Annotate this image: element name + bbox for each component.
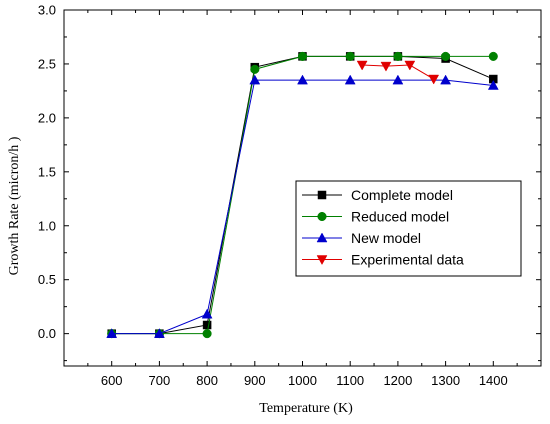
data-point	[440, 74, 452, 85]
data-point	[404, 60, 416, 71]
data-point	[106, 328, 118, 338]
x-tick-label: 1400	[479, 373, 508, 388]
data-point	[345, 51, 355, 61]
data-point	[380, 61, 392, 72]
data-point	[297, 51, 308, 61]
y-tick-label: 2.0	[38, 110, 56, 125]
x-tick-label: 1300	[431, 373, 460, 388]
data-point	[250, 64, 260, 74]
legend-label: New model	[351, 230, 421, 246]
x-axis-title: Temperature (K)	[259, 401, 353, 416]
legend-item: Complete model	[302, 187, 453, 203]
y-tick-label: 0.5	[38, 272, 56, 287]
data-point	[428, 74, 440, 85]
legend-label: Complete model	[351, 187, 453, 203]
x-tick-label: 1200	[383, 373, 412, 388]
legend-marker	[316, 232, 328, 243]
data-point	[201, 308, 213, 319]
x-tick-label: 600	[101, 373, 123, 388]
x-tick-label: 900	[244, 373, 266, 388]
legend-item: New model	[302, 230, 421, 246]
series-new-model	[106, 74, 499, 338]
legend-box	[295, 180, 522, 277]
series-experimental-data	[356, 60, 440, 85]
data-point	[441, 51, 451, 61]
y-tick-label: 0.0	[38, 326, 56, 341]
x-tick-label: 800	[196, 373, 218, 388]
data-point	[297, 74, 308, 85]
data-point	[393, 51, 403, 61]
data-point	[202, 329, 212, 339]
legend-marker	[316, 255, 328, 266]
y-tick-label: 1.0	[38, 218, 56, 233]
data-point	[392, 74, 404, 85]
legend-label: Experimental data	[351, 252, 464, 268]
legend-marker	[317, 190, 327, 200]
legend-item: Experimental data	[302, 252, 464, 268]
legend-marker	[317, 211, 327, 222]
x-tick-label: 1100	[336, 373, 364, 388]
data-point	[356, 60, 368, 71]
data-point	[487, 80, 499, 90]
data-point	[488, 51, 498, 61]
data-point	[249, 74, 261, 85]
y-tick-label: 3.0	[38, 3, 56, 18]
x-tick-label: 700	[149, 373, 171, 388]
legend-item: Reduced model	[302, 209, 449, 225]
legend-label: Reduced model	[351, 209, 449, 225]
data-point	[202, 320, 212, 330]
data-point	[153, 328, 165, 338]
x-tick-label: 1000	[288, 373, 317, 388]
y-tick-label: 2.5	[38, 56, 56, 71]
series-reduced-model	[107, 51, 498, 339]
y-tick-label: 1.5	[38, 164, 56, 179]
data-point	[344, 74, 356, 85]
y-axis-title: Growth Rate (micron/h )	[7, 136, 22, 275]
series-line	[362, 64, 434, 80]
